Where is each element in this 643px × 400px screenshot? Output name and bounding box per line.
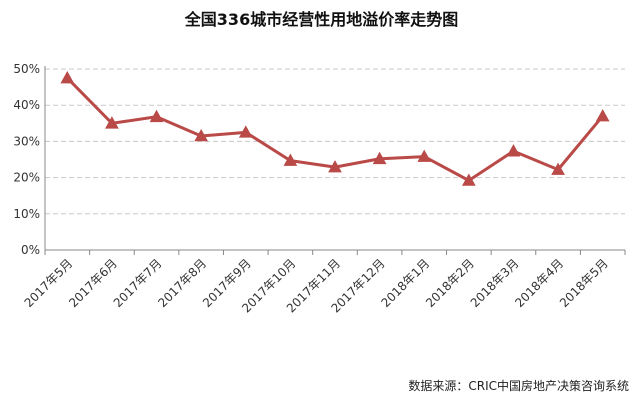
data-point-marker [551,162,565,175]
data-point-marker [461,173,476,186]
label-layer: 0%10%20%30%40%50%2017年5月2017年6月2017年7月20… [13,62,610,315]
data-point-marker [194,128,209,142]
data-point-marker [238,125,253,138]
data-point-marker [105,116,119,129]
y-tick-label: 10% [13,207,40,221]
axis-layer [44,66,626,255]
data-point-marker [328,160,342,173]
chart-title: 全国336城市经营性用地溢价率走势图 [184,10,459,29]
grid-layer [45,68,625,215]
y-tick-label: 0% [21,243,40,257]
y-tick-label: 50% [13,62,40,76]
data-point-marker [417,149,432,162]
data-point-marker [372,151,387,165]
source-note: 数据来源：CRIC中国房地产决策咨询系统 [408,379,629,393]
data-point-marker [60,71,75,84]
y-tick-label: 20% [13,171,40,185]
series-layer [60,71,610,186]
data-point-marker [595,109,610,122]
data-point-marker [283,153,298,166]
y-tick-label: 30% [13,134,40,148]
x-tick-label: 2018年5月 [557,256,611,310]
data-point-marker [149,109,164,123]
data-point-marker [506,144,521,157]
y-tick-label: 40% [13,98,40,112]
